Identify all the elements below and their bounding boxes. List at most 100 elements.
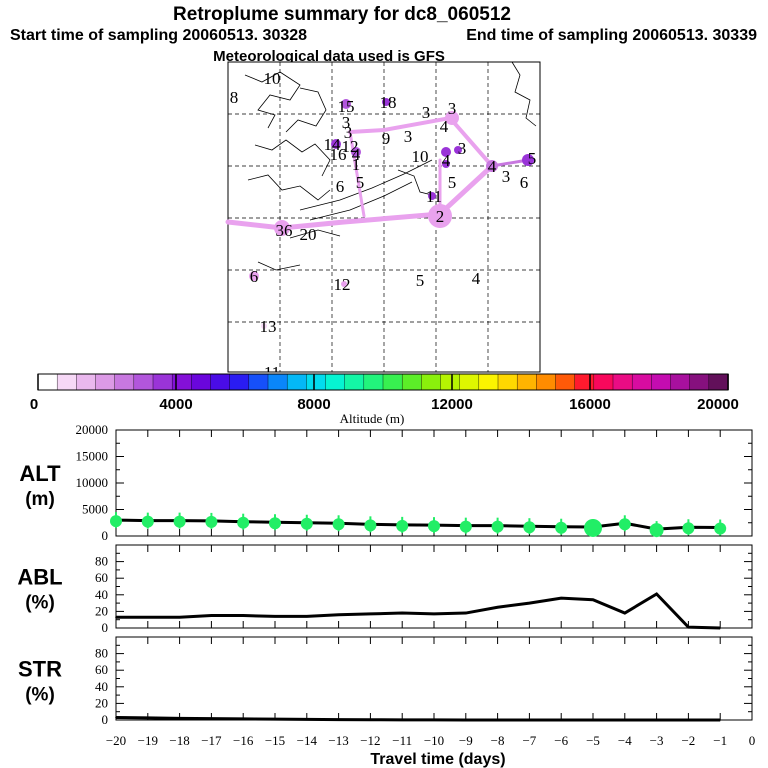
y-tick-label: 10000 — [76, 475, 109, 490]
x-tick-label: −10 — [424, 733, 444, 748]
map-day-label: 4 — [472, 269, 481, 288]
map-marker — [486, 160, 498, 172]
x-tick-label: −4 — [618, 733, 632, 748]
map-marker — [441, 147, 451, 157]
abl-point — [719, 627, 721, 629]
map-marker — [261, 323, 267, 329]
x-axis-label: Travel time (days) — [370, 751, 505, 768]
map-marker — [428, 192, 436, 200]
x-tick-label: −12 — [360, 733, 380, 748]
time-series-panels: 05000100001500020000ALT(m)020406080ABL(%… — [17, 422, 755, 748]
map-day-label: 6 — [336, 177, 345, 196]
abl-point — [337, 613, 340, 616]
map-plume-tracks — [225, 115, 530, 231]
x-tick-label: −5 — [586, 733, 600, 748]
map-day-label: 2 — [436, 207, 445, 226]
colorbar-swatch — [286, 373, 308, 391]
colorbar-swatch — [171, 373, 193, 391]
abl-point — [624, 612, 626, 614]
colorbar-swatch — [306, 373, 327, 391]
x-tick-label: −9 — [459, 733, 473, 748]
str-point — [496, 719, 499, 721]
abl-point — [274, 615, 276, 618]
map-marker — [341, 281, 347, 287]
end-time-label: End time of sampling 20060513. 30339 — [466, 27, 757, 44]
str-line — [115, 716, 721, 722]
colorbar-swatch — [670, 373, 691, 391]
str-point — [687, 719, 690, 721]
alt-panel: 0 5000 10000 15000 20000 ALT (m) — [19, 422, 753, 543]
x-tick-label: −13 — [328, 733, 348, 748]
str-point — [369, 718, 372, 721]
colorbar-swatch — [95, 373, 116, 391]
panel-label: ALT — [19, 461, 61, 486]
y-tick-label: 80 — [95, 554, 108, 569]
colorbar-swatch — [478, 373, 499, 391]
start-time-label: Start time of sampling 20060513. 30328 — [10, 27, 307, 44]
alt-point — [396, 519, 409, 532]
colorbar-swatch — [651, 373, 672, 391]
map-day-label: 1 — [352, 155, 361, 174]
colorbar-swatch — [421, 373, 442, 391]
alt-point — [714, 522, 727, 535]
map-marker — [442, 160, 450, 168]
alt-point — [269, 517, 281, 530]
colorbar-swatch — [708, 373, 729, 391]
colorbar-swatch — [191, 373, 212, 391]
str-point — [655, 719, 658, 721]
map-day-label: 10 — [412, 147, 429, 166]
map-day-label: 5 — [416, 271, 425, 290]
alt-point — [364, 519, 377, 532]
y-tick-label: 15000 — [76, 449, 109, 464]
abl-point — [528, 602, 531, 604]
colorbar-swatch — [267, 373, 288, 391]
y-tick-label: 0 — [102, 712, 109, 727]
colorbar-swatch — [459, 373, 480, 391]
map-marker — [274, 220, 290, 236]
map-day-label: 3 — [342, 113, 351, 132]
map-day-label: 36 — [276, 221, 293, 240]
panel-label: STR — [18, 657, 62, 682]
map-day-label: 5 — [528, 149, 537, 168]
alt-point — [618, 518, 631, 531]
map-day-label: 12 — [342, 137, 359, 156]
map-day-label: 6 — [520, 173, 529, 192]
map-day-label: 4 — [488, 157, 497, 176]
alt-point — [584, 518, 602, 537]
colorbar-tick-label: 0 — [30, 396, 38, 413]
alt-point — [682, 522, 695, 535]
map-day-label: 8 — [230, 88, 239, 107]
alt-point — [141, 515, 154, 528]
colorbar-swatch — [344, 373, 365, 391]
panel-label: ABL — [17, 565, 62, 590]
alt-point — [332, 518, 345, 531]
colorbar-swatch — [516, 373, 538, 391]
abl-point — [401, 612, 404, 614]
x-tick-label: −20 — [106, 733, 126, 748]
colorbar-swatch — [382, 373, 403, 391]
abl-point — [433, 613, 435, 615]
map-day-label: 18 — [380, 93, 397, 112]
x-tick-label: −14 — [297, 733, 318, 748]
abl-point — [655, 593, 658, 595]
colorbar-ticks: 0 4000 8000 12000 16000 20000 — [30, 374, 739, 413]
y-tick-label: 20 — [95, 603, 108, 618]
colorbar-tick-label: 16000 — [569, 396, 611, 413]
colorbar-swatch — [114, 373, 135, 391]
colorbar-tick-label: 8000 — [297, 396, 330, 413]
x-tick-label: −18 — [169, 733, 189, 748]
abl-point — [560, 597, 562, 599]
str-point — [465, 719, 467, 721]
x-tick-label: −16 — [233, 733, 254, 748]
panel-frame — [115, 636, 753, 721]
map-day-label: 11 — [264, 363, 280, 382]
map-marker — [445, 111, 459, 125]
y-tick-label: 40 — [95, 679, 108, 694]
abl-point — [687, 626, 690, 628]
map-day-label: 13 — [260, 317, 277, 336]
